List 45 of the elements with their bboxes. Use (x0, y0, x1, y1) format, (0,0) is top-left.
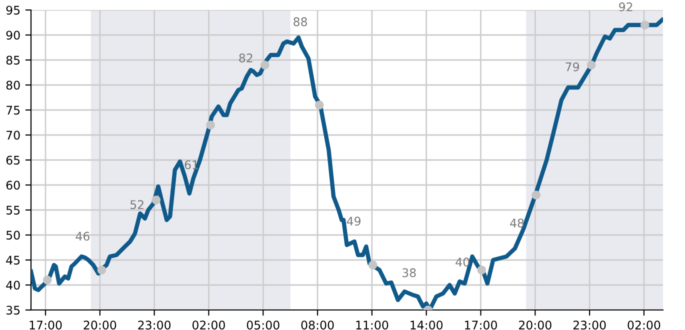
point (532, 190, 540, 200)
point (260, 60, 270, 70)
point (368, 260, 378, 270)
x-tick-label: 11:00 (356, 320, 388, 330)
y-tick-label: 60 (6, 180, 20, 190)
annotation: 88 (294, 17, 308, 26)
y-tick-label: 75 (6, 106, 20, 115)
y-tick-label: 35 (6, 306, 20, 315)
x-tick-label: 02:00 (192, 320, 225, 330)
x-tick-label: 20:00 (84, 320, 116, 330)
y-tick-label: 90 (6, 30, 20, 40)
point (152, 196, 161, 204)
annotation: 92 (619, 2, 632, 12)
y-tick-label: 40 (6, 280, 20, 290)
annotation: 48 (510, 218, 524, 228)
annotation: 52 (130, 200, 144, 210)
x-tick-label: 02:00 (628, 320, 660, 330)
point (586, 60, 596, 70)
x-tick-label: 08:00 (301, 320, 334, 330)
annotation: 38 (402, 268, 416, 278)
x-tick-label: 17:00 (30, 320, 62, 330)
x-tick-label: 17:00 (465, 320, 497, 330)
y-tick-label: 80 (6, 80, 20, 90)
y-tick-label: 85 (6, 56, 20, 65)
y-tick-label: 70 (6, 130, 20, 140)
y-tick-label: 45 (6, 256, 20, 265)
x-tick-label: 23:00 (138, 320, 171, 330)
point (314, 100, 324, 110)
point (477, 266, 486, 274)
x-tick-label: 23:00 (573, 320, 606, 330)
annotation: 82 (239, 54, 252, 62)
y-tick-label: 50 (6, 230, 20, 240)
y-tick-label: 95 (6, 6, 20, 15)
x-tick-label: 20:00 (519, 320, 552, 330)
annotation: 46 (76, 232, 90, 241)
point (640, 20, 650, 30)
annotation: 49 (346, 216, 360, 226)
annotation: 79 (566, 62, 580, 72)
point (206, 120, 215, 130)
x-tick-label: 14:00 (410, 320, 443, 330)
y-tick-label: 65 (6, 156, 20, 165)
point (97, 266, 106, 274)
point (42, 276, 52, 284)
x-tick-label: 05:00 (246, 320, 280, 330)
y-tick-label: 55 (6, 206, 20, 215)
